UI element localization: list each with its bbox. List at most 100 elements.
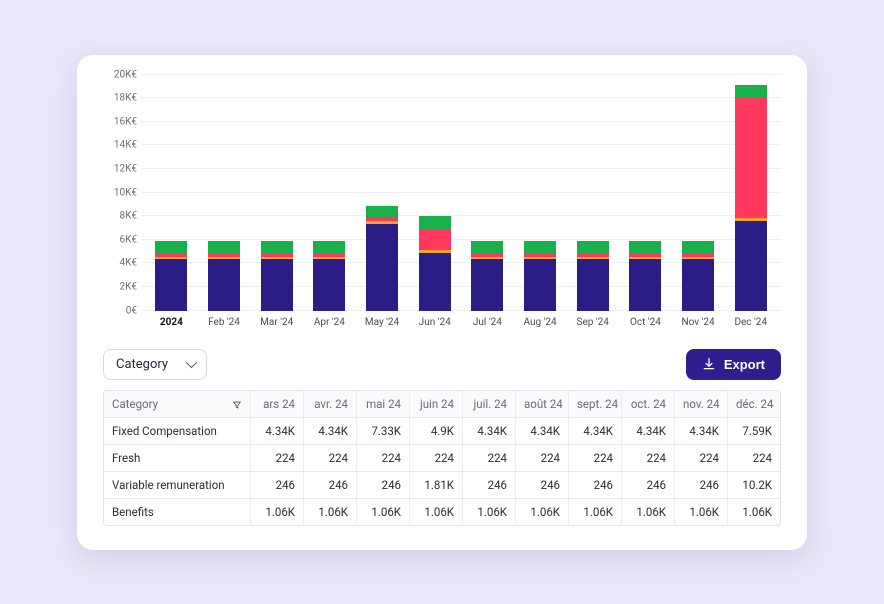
table-cell: 246 bbox=[462, 472, 515, 498]
bar-column bbox=[250, 75, 303, 311]
table-cell: 7.59K bbox=[727, 418, 780, 444]
y-tick-label: 18K€ bbox=[114, 93, 137, 104]
x-tick-label: Nov '24 bbox=[672, 311, 725, 335]
dashboard-card: 0€2K€4K€6K€8K€10K€12K€14K€16K€18K€20K€ 2… bbox=[77, 55, 807, 550]
stacked-bar[interactable] bbox=[419, 216, 451, 310]
bar-segment bbox=[629, 259, 661, 310]
stacked-bar[interactable] bbox=[524, 241, 556, 310]
bar-segment bbox=[735, 221, 767, 311]
stacked-bar[interactable] bbox=[735, 85, 767, 310]
category-dropdown-label: Category bbox=[116, 357, 168, 372]
y-tick-label: 16K€ bbox=[114, 116, 137, 127]
bar-column bbox=[356, 75, 409, 311]
bar-segment bbox=[577, 241, 609, 254]
table-header-month[interactable]: sept. 24 bbox=[568, 391, 621, 417]
table-cell: 1.06K bbox=[674, 499, 727, 525]
export-button[interactable]: Export bbox=[686, 349, 781, 380]
bar-segment bbox=[577, 259, 609, 310]
y-tick-label: 2K€ bbox=[119, 281, 137, 292]
stacked-bar[interactable] bbox=[577, 241, 609, 310]
table-row-label: Fresh bbox=[104, 445, 250, 471]
bar-segment bbox=[524, 259, 556, 310]
table-cell: 1.06K bbox=[462, 499, 515, 525]
table-cell: 246 bbox=[303, 472, 356, 498]
category-dropdown[interactable]: Category bbox=[103, 349, 207, 380]
bar-segment bbox=[524, 241, 556, 254]
table-header-month[interactable]: juil. 24 bbox=[462, 391, 515, 417]
filter-icon[interactable] bbox=[232, 399, 242, 409]
stacked-bar[interactable] bbox=[629, 241, 661, 310]
bar-column bbox=[303, 75, 356, 311]
table-cell: 7.33K bbox=[356, 418, 409, 444]
table-cell: 1.06K bbox=[727, 499, 780, 525]
bar-segment bbox=[471, 241, 503, 254]
stacked-bar[interactable] bbox=[261, 241, 293, 310]
bar-segment bbox=[419, 253, 451, 311]
bar-segment bbox=[735, 85, 767, 98]
x-tick-label: Apr '24 bbox=[303, 311, 356, 335]
table-header-month[interactable]: déc. 24 bbox=[727, 391, 780, 417]
table-header-month[interactable]: nov. 24 bbox=[674, 391, 727, 417]
x-tick-label: Aug '24 bbox=[514, 311, 567, 335]
y-tick-label: 20K€ bbox=[114, 69, 137, 80]
table-cell: 1.06K bbox=[356, 499, 409, 525]
bar-column bbox=[672, 75, 725, 311]
bar-segment bbox=[261, 241, 293, 254]
stacked-bar[interactable] bbox=[471, 241, 503, 310]
table-cell: 4.34K bbox=[515, 418, 568, 444]
table-cell: 246 bbox=[674, 472, 727, 498]
table-header-month[interactable]: mai 24 bbox=[356, 391, 409, 417]
table-row-label: Benefits bbox=[104, 499, 250, 525]
table-cell: 246 bbox=[621, 472, 674, 498]
table-header-category-label: Category bbox=[112, 397, 158, 411]
table-row-label: Fixed Compensation bbox=[104, 418, 250, 444]
table-header-month[interactable]: avr. 24 bbox=[303, 391, 356, 417]
table-cell: 224 bbox=[250, 445, 303, 471]
x-tick-label: Jun '24 bbox=[408, 311, 461, 335]
bar-segment bbox=[208, 259, 240, 310]
download-icon bbox=[702, 357, 716, 371]
table-cell: 224 bbox=[621, 445, 674, 471]
stacked-bar[interactable] bbox=[366, 206, 398, 311]
bar-column bbox=[514, 75, 567, 311]
stacked-bar[interactable] bbox=[682, 241, 714, 310]
table-cell: 246 bbox=[568, 472, 621, 498]
table-header-month[interactable]: ars 24 bbox=[250, 391, 303, 417]
table-cell: 1.06K bbox=[303, 499, 356, 525]
table-row: Benefits1.06K1.06K1.06K1.06K1.06K1.06K1.… bbox=[104, 498, 780, 525]
table-header-row: Category ars 24avr. 24mai 24juin 24juil.… bbox=[104, 391, 780, 417]
chevron-down-icon bbox=[186, 357, 197, 368]
stacked-bar[interactable] bbox=[155, 241, 187, 310]
y-tick-label: 8K€ bbox=[119, 211, 137, 222]
stacked-bar[interactable] bbox=[313, 241, 345, 310]
table-cell: 224 bbox=[303, 445, 356, 471]
chart-y-axis: 0€2K€4K€6K€8K€10K€12K€14K€16K€18K€20K€ bbox=[103, 75, 137, 311]
bar-segment bbox=[629, 241, 661, 254]
table-header-month[interactable]: oct. 24 bbox=[621, 391, 674, 417]
table-cell: 4.34K bbox=[568, 418, 621, 444]
table-cell: 1.06K bbox=[621, 499, 674, 525]
breakdown-table: Category ars 24avr. 24mai 24juin 24juil.… bbox=[103, 390, 781, 526]
bar-segment bbox=[261, 259, 293, 310]
x-tick-label: Dec '24 bbox=[724, 311, 777, 335]
table-header-month[interactable]: août 24 bbox=[515, 391, 568, 417]
table-cell: 224 bbox=[462, 445, 515, 471]
compensation-chart: 0€2K€4K€6K€8K€10K€12K€14K€16K€18K€20K€ 2… bbox=[141, 75, 781, 335]
stacked-bar[interactable] bbox=[208, 241, 240, 310]
table-header-month[interactable]: juin 24 bbox=[409, 391, 462, 417]
table-cell: 1.06K bbox=[409, 499, 462, 525]
export-button-label: Export bbox=[724, 357, 765, 372]
table-cell: 224 bbox=[568, 445, 621, 471]
bar-segment bbox=[208, 241, 240, 254]
x-tick-label: Sep '24 bbox=[566, 311, 619, 335]
table-cell: 4.34K bbox=[621, 418, 674, 444]
table-header-category[interactable]: Category bbox=[104, 391, 250, 417]
table-cell: 246 bbox=[250, 472, 303, 498]
x-tick-label: Feb '24 bbox=[198, 311, 251, 335]
bar-segment bbox=[682, 241, 714, 254]
table-row: Variable remuneration2462462461.81K24624… bbox=[104, 471, 780, 498]
y-tick-label: 0€ bbox=[126, 305, 137, 316]
x-tick-label: Mar '24 bbox=[250, 311, 303, 335]
bar-segment bbox=[471, 259, 503, 310]
bar-segment bbox=[682, 259, 714, 310]
